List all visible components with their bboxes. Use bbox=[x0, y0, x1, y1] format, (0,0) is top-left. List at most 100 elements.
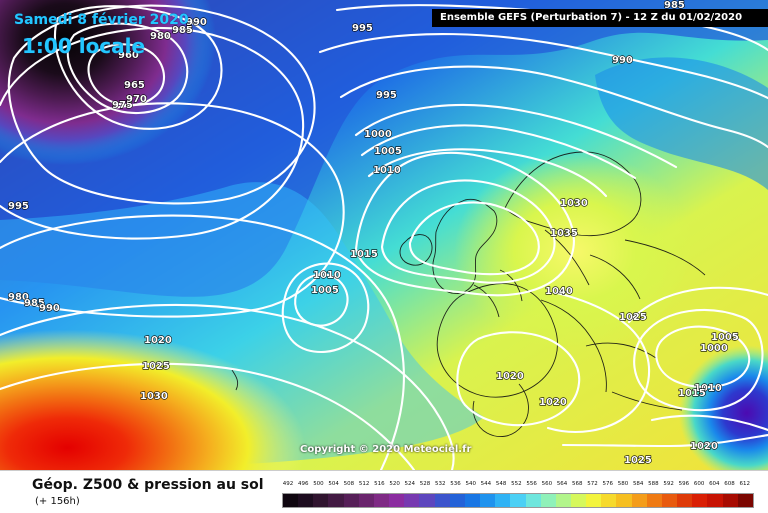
isobar-label: 1010 bbox=[373, 165, 401, 176]
color-scale: 492 496 500 504 508 512 516 520 524 528 532 536 540 5… bbox=[282, 481, 754, 509]
scale-color-cell bbox=[707, 494, 723, 507]
scale-color-cell bbox=[737, 494, 753, 507]
isobar-label: 995 bbox=[352, 23, 373, 34]
scale-label: 600 bbox=[693, 481, 705, 487]
isobar-label: 1005 bbox=[311, 285, 339, 296]
legend-title: Géop. Z500 & pression au sol bbox=[32, 477, 264, 493]
scale-label: 604 bbox=[709, 481, 720, 487]
scale-color-cell bbox=[570, 494, 587, 507]
isobar-label: 995 bbox=[376, 90, 397, 101]
map-date: Samedi 8 février 2020 bbox=[14, 12, 189, 28]
scale-label: 608 bbox=[724, 481, 735, 487]
scale-color-cell bbox=[283, 494, 299, 507]
scale-label: 532 bbox=[435, 481, 446, 487]
scale-label: 592 bbox=[663, 481, 674, 487]
scale-color-cell bbox=[313, 494, 329, 507]
scale-label: 492 bbox=[282, 481, 294, 487]
isobar-label: 1000 bbox=[700, 343, 728, 354]
isobar-label: 1020 bbox=[496, 371, 524, 382]
model-info-bar: Ensemble GEFS (Perturbation 7) - 12 Z du… bbox=[432, 9, 768, 27]
scale-color-cell bbox=[495, 494, 511, 507]
scale-color-cell bbox=[480, 494, 496, 507]
scale-label: 516 bbox=[374, 481, 385, 487]
isobar-label: 985 bbox=[664, 0, 685, 11]
scale-color-cell bbox=[540, 494, 556, 507]
scale-color-cell bbox=[449, 494, 465, 507]
isobar-label: 970 bbox=[126, 94, 147, 105]
scale-label: 572 bbox=[587, 481, 598, 487]
isobar-label: 1010 bbox=[313, 270, 341, 281]
isobar-label: 1005 bbox=[711, 332, 739, 343]
isobar-label: 1025 bbox=[619, 312, 647, 323]
scale-color-cell bbox=[389, 494, 405, 507]
scale-label: 500 bbox=[313, 481, 324, 487]
scale-label: 588 bbox=[648, 481, 659, 487]
scale-label: 580 bbox=[617, 481, 629, 487]
scale-label: 552 bbox=[511, 481, 522, 487]
scale-label: 524 bbox=[404, 481, 416, 487]
isobar-label: 1025 bbox=[142, 361, 170, 372]
isobar-label: 1015 bbox=[350, 249, 378, 260]
scale-color-cell bbox=[601, 494, 617, 507]
scale-color-cell bbox=[692, 494, 708, 507]
color-scale-labels: 492 496 500 504 508 512 516 520 524 528 532 536 540 5… bbox=[282, 481, 754, 491]
isobar-label: 990 bbox=[612, 55, 633, 66]
scale-color-cell bbox=[722, 494, 738, 507]
scale-label: 520 bbox=[389, 481, 400, 487]
scale-color-cell bbox=[343, 494, 359, 507]
copyright-text: Copyright © 2020 Meteociel.fr bbox=[300, 444, 472, 455]
isobar-label: 975 bbox=[112, 100, 133, 111]
isobar-label: 985 bbox=[172, 25, 193, 36]
scale-label: 496 bbox=[297, 481, 309, 487]
isobar-label: 1035 bbox=[550, 228, 578, 239]
isobar-label: 980 bbox=[8, 292, 29, 303]
scale-label: 544 bbox=[480, 481, 492, 487]
isobar-label: 1005 bbox=[374, 146, 402, 157]
scale-color-cell bbox=[586, 494, 602, 507]
isobar-label: 1020 bbox=[690, 441, 718, 452]
legend-forecast-hour: (+ 156h) bbox=[35, 496, 80, 507]
isobar-label: 1020 bbox=[539, 397, 567, 408]
scale-color-cell bbox=[616, 494, 632, 507]
isobar-label: 1025 bbox=[624, 455, 652, 466]
isobar-label: 1030 bbox=[560, 198, 588, 209]
scale-label: 612 bbox=[739, 481, 751, 487]
scale-color-cell bbox=[464, 494, 481, 507]
scale-label: 576 bbox=[602, 481, 613, 487]
isobar-label: 1040 bbox=[545, 286, 573, 297]
scale-label: 512 bbox=[358, 481, 370, 487]
scale-label: 564 bbox=[556, 481, 568, 487]
scale-label: 504 bbox=[328, 481, 339, 487]
scale-color-cell bbox=[525, 494, 541, 507]
scale-color-cell bbox=[419, 494, 435, 507]
legend-panel: Géop. Z500 & pression au sol (+ 156h) 49… bbox=[0, 470, 768, 513]
isobar-label: 1000 bbox=[364, 129, 392, 140]
isobar-label: 960 bbox=[118, 50, 139, 61]
isobar-label: 965 bbox=[124, 80, 145, 91]
scale-label: 556 bbox=[526, 481, 537, 487]
isobar-label: 1020 bbox=[144, 335, 172, 346]
scale-color-cell bbox=[555, 494, 571, 507]
scale-label: 584 bbox=[632, 481, 644, 487]
isobar-label: 1010 bbox=[694, 383, 722, 394]
scale-color-cell bbox=[434, 494, 450, 507]
scale-label: 548 bbox=[495, 481, 507, 487]
scale-label: 560 bbox=[541, 481, 553, 487]
scale-label: 528 bbox=[419, 481, 431, 487]
scale-color-cell bbox=[358, 494, 374, 507]
scale-label: 540 bbox=[465, 481, 476, 487]
scale-color-cell bbox=[404, 494, 420, 507]
weather-map: 9909809859609659759709959909859951000100… bbox=[0, 0, 768, 470]
scale-label: 568 bbox=[572, 481, 583, 487]
isobar-label: 1015 bbox=[678, 388, 706, 399]
scale-color-cell bbox=[646, 494, 662, 507]
isobar-label: 990 bbox=[39, 303, 60, 314]
isobar-label: 985 bbox=[24, 298, 45, 309]
scale-label: 596 bbox=[678, 481, 690, 487]
map-time: 1:00 locale bbox=[22, 34, 146, 58]
scale-color-cell bbox=[373, 494, 390, 507]
scale-color-cell bbox=[677, 494, 693, 507]
scale-color-cell bbox=[298, 494, 314, 507]
isobar-label: 980 bbox=[150, 31, 171, 42]
isobar-label: 1030 bbox=[140, 391, 168, 402]
